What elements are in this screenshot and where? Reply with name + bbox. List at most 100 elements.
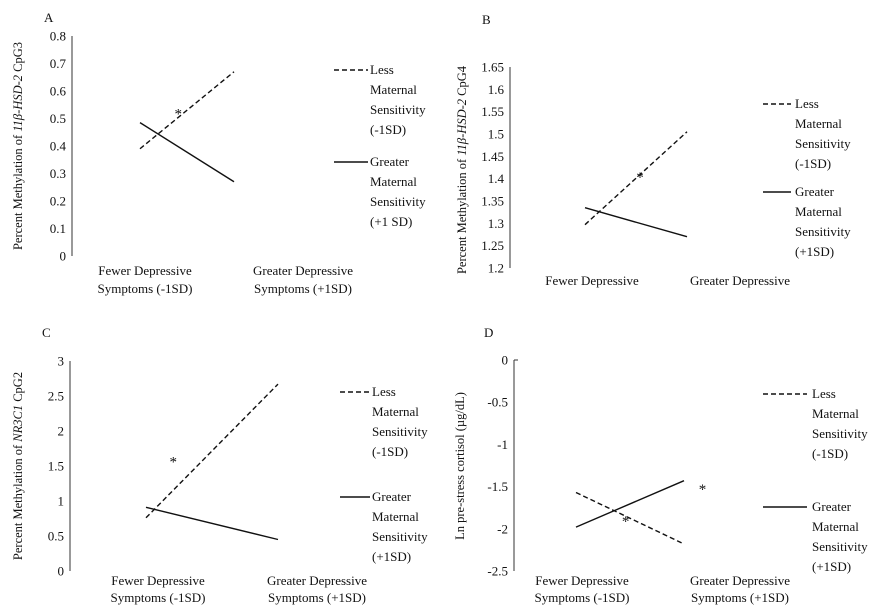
y-tick-label: 1.5 xyxy=(48,459,64,474)
significance-marker: * xyxy=(622,514,630,530)
legend-label: Sensitivity xyxy=(795,136,851,151)
x-category-label: Symptoms (-1SD) xyxy=(535,590,630,605)
y-tick-label: 0.5 xyxy=(50,111,66,126)
x-category-label: Symptoms (+1SD) xyxy=(691,590,789,605)
legend-label: Maternal xyxy=(795,204,842,219)
y-tick-label: -0.5 xyxy=(487,395,508,410)
legend-label: Sensitivity xyxy=(812,426,868,441)
x-category-label: Fewer Depressive xyxy=(535,573,629,588)
x-category-label: Greater Depressive xyxy=(690,573,790,588)
x-category-label: Fewer Depressive xyxy=(98,263,192,278)
significance-marker: * xyxy=(636,170,644,186)
y-tick-label: 1.25 xyxy=(481,238,504,253)
significance-marker: * xyxy=(169,454,177,470)
legend-label: Sensitivity xyxy=(795,224,851,239)
legend-label: (-1SD) xyxy=(795,156,831,171)
legend-label: (+1SD) xyxy=(795,244,834,259)
legend-label: Greater xyxy=(812,499,852,514)
y-tick-label: -2.5 xyxy=(487,564,508,579)
y-tick-label: 1.5 xyxy=(488,127,504,142)
series-line-greater-sensitivity xyxy=(575,480,685,528)
y-tick-label: 1.6 xyxy=(488,82,505,97)
legend-label: Greater xyxy=(372,489,412,504)
y-axis-label-a: Percent Methylation of 11β-HSD-2 CpG3 xyxy=(11,42,25,250)
x-category-label: Greater Depressive xyxy=(267,573,367,588)
legend-label: Sensitivity xyxy=(370,194,426,209)
significance-marker: * xyxy=(699,482,707,498)
y-tick-label: 0 xyxy=(502,353,509,368)
x-category-label: Symptoms (+1SD) xyxy=(268,590,366,605)
legend-label: (+1SD) xyxy=(812,559,851,574)
y-tick-label: 0.5 xyxy=(48,529,64,544)
panel-label-c: C xyxy=(42,325,51,340)
series-line-greater-sensitivity xyxy=(139,122,235,183)
legend-label: Greater xyxy=(795,184,835,199)
y-tick-label: 0.4 xyxy=(50,139,67,154)
x-category-label: Greater Depressive xyxy=(690,273,790,288)
legend-label: Sensitivity xyxy=(370,102,426,117)
y-tick-label: 1 xyxy=(58,494,65,509)
y-axis-label-b: Percent Methylation of 11β-HSD-2 CpG4 xyxy=(455,65,469,274)
legend-label: Maternal xyxy=(370,174,417,189)
legend-label: Greater xyxy=(370,154,410,169)
legend-label: Less xyxy=(370,62,394,77)
y-tick-label: 1.2 xyxy=(488,261,504,276)
panel-label-a: A xyxy=(44,10,54,25)
legend-label: Sensitivity xyxy=(372,424,428,439)
series-line-less-sensitivity xyxy=(584,131,688,226)
y-tick-label: 1.65 xyxy=(481,60,504,75)
y-tick-label: -1 xyxy=(497,437,508,452)
y-tick-label: 0.2 xyxy=(50,194,66,209)
x-category-label: Symptoms (-1SD) xyxy=(111,590,206,605)
y-tick-label: 2 xyxy=(58,424,65,439)
y-tick-label: 3 xyxy=(58,354,65,369)
y-tick-label: 1.45 xyxy=(481,149,504,164)
y-tick-label: 1.3 xyxy=(488,216,504,231)
y-axis-label-c: Percent Methylation of NR3C1 CpG2 xyxy=(11,372,25,560)
y-tick-label: 0 xyxy=(60,249,67,264)
legend-label: Less xyxy=(812,386,836,401)
legend-label: Maternal xyxy=(795,116,842,131)
y-tick-label: 1.4 xyxy=(488,171,505,186)
x-category-label: Fewer Depressive xyxy=(545,273,639,288)
legend-label: Sensitivity xyxy=(372,529,428,544)
legend-label: Less xyxy=(372,384,396,399)
legend-label: (-1SD) xyxy=(812,446,848,461)
y-tick-label: 1.35 xyxy=(481,194,504,209)
legend-label: Maternal xyxy=(370,82,417,97)
panel-label-b: B xyxy=(482,12,491,27)
y-tick-label: 1.55 xyxy=(481,104,504,119)
x-category-label: Symptoms (-1SD) xyxy=(98,281,193,296)
legend-label: (+1SD) xyxy=(372,549,411,564)
y-tick-label: 0.1 xyxy=(50,221,66,236)
x-category-label: Symptoms (+1SD) xyxy=(254,281,352,296)
legend-label: Sensitivity xyxy=(812,539,868,554)
y-tick-label: -2 xyxy=(497,521,508,536)
series-line-greater-sensitivity xyxy=(145,506,279,541)
y-tick-label: -1.5 xyxy=(487,479,508,494)
y-tick-label: 0.7 xyxy=(50,56,67,71)
y-axis-label-d: Ln pre-stress cortisol (µg/dL) xyxy=(453,392,467,540)
panel-label-d: D xyxy=(484,325,493,340)
series-line-less-sensitivity xyxy=(145,383,279,519)
significance-marker: * xyxy=(174,106,182,122)
series-line-less-sensitivity xyxy=(139,71,235,150)
legend-label: (-1SD) xyxy=(370,122,406,137)
series-line-greater-sensitivity xyxy=(584,207,688,238)
legend-label: (-1SD) xyxy=(372,444,408,459)
x-category-label: Fewer Depressive xyxy=(111,573,205,588)
legend-label: Maternal xyxy=(372,404,419,419)
y-tick-label: 0.3 xyxy=(50,166,66,181)
legend-label: Maternal xyxy=(812,519,859,534)
legend-label: Maternal xyxy=(812,406,859,421)
legend-label: Maternal xyxy=(372,509,419,524)
y-tick-label: 0.8 xyxy=(50,29,66,44)
y-tick-label: 0 xyxy=(58,564,65,579)
series-line-less-sensitivity xyxy=(575,491,685,545)
x-category-label: Greater Depressive xyxy=(253,263,353,278)
legend-label: Less xyxy=(795,96,819,111)
y-tick-label: 0.6 xyxy=(50,84,67,99)
legend-label: (+1 SD) xyxy=(370,214,412,229)
y-tick-label: 2.5 xyxy=(48,389,64,404)
